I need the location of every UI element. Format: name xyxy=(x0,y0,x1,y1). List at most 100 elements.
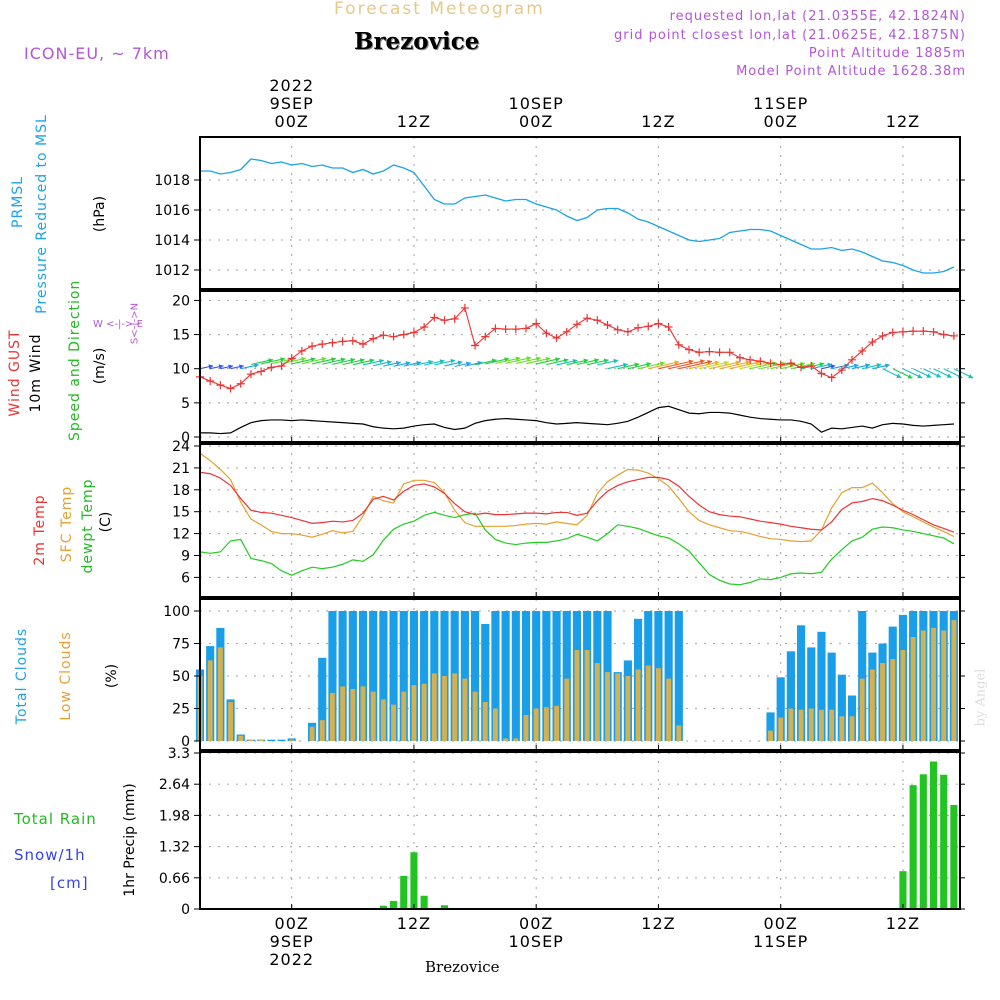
total-cloud-bar xyxy=(460,611,469,741)
wind-gust-point xyxy=(267,363,276,372)
wind-gust-point xyxy=(919,327,928,336)
low-cloud-bar xyxy=(411,685,417,741)
wind-gust-point xyxy=(369,334,378,343)
y-tick-label: 100 xyxy=(163,604,190,620)
wind-10m-line xyxy=(200,405,954,435)
panel-frame xyxy=(199,136,961,290)
wind-direction-arrow xyxy=(658,360,694,370)
low-cloud-bar xyxy=(391,704,397,741)
low-cloud-bar xyxy=(564,678,570,741)
wind-10m-label: 10m Wind xyxy=(28,333,44,413)
low-cloud-bar xyxy=(798,709,804,741)
rain-bar xyxy=(390,900,398,909)
model-point-altitude: Model Point Altitude 1628.38m xyxy=(736,64,966,79)
wind-arrowhead xyxy=(340,357,346,363)
y-tick-label: 15 xyxy=(172,328,190,344)
wind-gust-point xyxy=(837,366,846,375)
y-tick-label: 3.3 xyxy=(168,746,190,762)
total-cloud-bar xyxy=(562,611,571,741)
total-cloud-bar xyxy=(827,652,836,741)
rain-bar xyxy=(919,774,927,909)
total-cloud-bar xyxy=(491,611,500,741)
wind-gust-label: Wind GUST xyxy=(7,329,23,417)
low-cloud-bar xyxy=(523,715,529,741)
low-cloud-bar xyxy=(309,726,315,741)
total-cloud-bar xyxy=(674,611,683,741)
wind-gust-point xyxy=(603,321,612,329)
rain-bar xyxy=(909,785,917,909)
wind-gust-point xyxy=(399,330,408,339)
low-cloud-bar xyxy=(238,735,244,741)
wind-arrowhead xyxy=(379,358,384,364)
y-tick-label: 1016 xyxy=(154,203,190,219)
pressure-line xyxy=(200,158,955,274)
wind-arrowhead xyxy=(926,373,932,378)
pressure-label-description: Pressure Reduced to MSL xyxy=(34,114,50,314)
time-axis-label: 00Z xyxy=(274,914,309,933)
time-axis-label: 12Z xyxy=(885,112,921,131)
rain-bar xyxy=(929,761,938,909)
wind-gust-point xyxy=(277,361,286,370)
wind-arrowhead xyxy=(535,356,541,362)
wind-direction-arrow xyxy=(648,361,680,370)
rain-bar xyxy=(950,805,958,909)
wind-direction-arrow xyxy=(668,360,705,370)
wind-gust-point xyxy=(379,331,388,340)
wind-arrowhead xyxy=(819,362,825,367)
wind-arrowhead xyxy=(827,362,833,368)
low-cloud-bar xyxy=(462,678,468,741)
low-cloud-bar xyxy=(951,620,957,741)
wind-gust-point xyxy=(501,325,510,334)
low-cloud-bar xyxy=(869,669,875,741)
wind-arrowhead xyxy=(359,358,365,363)
low-cloud-bar xyxy=(380,699,386,741)
time-axis-label: 2022 xyxy=(269,950,315,969)
wind-arrowhead xyxy=(450,358,456,364)
panel-frame xyxy=(199,443,961,598)
wind-gust-point xyxy=(246,370,255,379)
wind-gust-point xyxy=(929,327,938,336)
low-cloud-bar xyxy=(228,702,234,741)
wind-gust-point xyxy=(623,327,632,336)
wind-arrowhead xyxy=(674,360,680,366)
wind-gust-point xyxy=(644,322,653,331)
low-cloud-bar xyxy=(472,691,478,741)
low-cloud-bar xyxy=(421,683,427,741)
total-cloud-bar xyxy=(796,625,806,741)
wind-gust-point xyxy=(511,325,520,334)
rain-bar xyxy=(400,875,408,909)
wind-gust-point xyxy=(746,355,755,364)
wind-compass-horizontal: W <-|-> E xyxy=(93,319,143,330)
y-tick-label: 0 xyxy=(181,902,190,918)
wind-direction-label: Speed and Direction xyxy=(67,279,83,441)
wind-gust-point xyxy=(664,323,673,332)
panel-frame xyxy=(199,290,961,443)
wind-direction-arrow xyxy=(739,361,769,370)
total-cloud-bar xyxy=(664,611,673,741)
time-axis-label: 12Z xyxy=(885,914,921,933)
wind-gust-point xyxy=(338,337,347,346)
y-tick-label: 0 xyxy=(181,734,190,750)
low-cloud-bar xyxy=(360,686,366,741)
low-cloud-bar xyxy=(656,668,661,741)
wind-gust-point xyxy=(206,377,215,385)
wind-direction-arrow xyxy=(688,361,720,370)
total-clouds-label: Total Clouds xyxy=(14,627,30,725)
wind-arrowhead xyxy=(395,360,401,366)
wind-arrowhead xyxy=(218,364,224,370)
wind-gust-point xyxy=(685,345,694,354)
wind-arrowhead xyxy=(331,357,336,362)
clouds-unit: (%) xyxy=(104,663,120,689)
wind-arrowhead xyxy=(280,357,285,362)
wind-arrowhead xyxy=(907,374,913,379)
wind-gust-point xyxy=(888,328,897,337)
wind-gust-point xyxy=(409,328,418,337)
wind-arrowhead xyxy=(321,356,327,362)
wind-arrowhead xyxy=(301,356,306,362)
wind-arrowhead xyxy=(968,373,974,379)
wind-direction-arrow xyxy=(729,361,761,370)
wind-direction-arrow xyxy=(709,361,741,370)
y-tick-label: 21 xyxy=(172,461,190,477)
wind-gust-point xyxy=(552,333,561,342)
chart-main-title: Forecast Meteogram xyxy=(334,0,545,19)
